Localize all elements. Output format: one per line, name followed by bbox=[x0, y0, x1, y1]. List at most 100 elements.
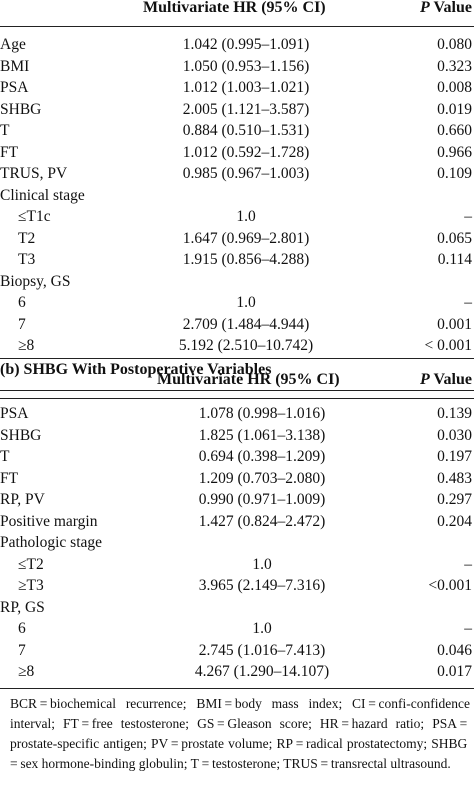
row-p-value: 0.008 bbox=[437, 79, 472, 96]
table-b-p-header: P Value bbox=[420, 371, 472, 389]
table-b-p-header-italic: P bbox=[419, 371, 430, 388]
row-hr-value: 1.825 (1.061–3.138) bbox=[198, 426, 326, 444]
row-label: Pathologic stage bbox=[0, 534, 103, 551]
row-p-value: 0.139 bbox=[437, 405, 472, 422]
row-label: T3 bbox=[18, 251, 36, 268]
row-label: Age bbox=[0, 36, 26, 53]
row-label: 7 bbox=[18, 641, 26, 659]
row-hr-value: 5.192 (2.510–10.742) bbox=[178, 337, 314, 354]
row-label: ≥8 bbox=[18, 337, 35, 354]
row-p-value: 0.197 bbox=[437, 448, 472, 465]
table-row: T 0.884 (0.510–1.531) 0.660 bbox=[0, 122, 474, 142]
row-p-value: 0.323 bbox=[437, 57, 472, 75]
row-p-value: < 0.001 bbox=[424, 337, 473, 354]
table-a-p-header-rest: Value bbox=[429, 0, 472, 16]
table-b-title: (b) SHBG With Postoperative Variables bbox=[0, 361, 272, 378]
row-p-value: 0.046 bbox=[437, 641, 472, 659]
table-row: ≥T3 3.965 (2.149–7.316) <0.001 bbox=[0, 577, 474, 597]
row-label: FT bbox=[0, 469, 19, 487]
table-b-hr-header-visible: Multivariate HR (95% CI) bbox=[157, 371, 340, 389]
row-p-value: 0.966 bbox=[437, 143, 472, 161]
row-p-value: – bbox=[464, 208, 472, 225]
table-b-header-rule bbox=[0, 398, 474, 399]
table-row: ≥8 4.267 (1.290–14.107) 0.017 bbox=[0, 663, 474, 683]
row-label: PSA bbox=[0, 405, 29, 422]
table-row: PSA 1.012 (1.003–1.021) 0.008 bbox=[0, 79, 474, 99]
row-label: T bbox=[0, 448, 10, 465]
row-hr-value: 2.709 (1.484–4.944) bbox=[182, 315, 310, 333]
table-a-hr-header-text: Multivariate HR (95% CI) bbox=[143, 0, 326, 16]
row-hr-value: 1.209 (0.703–2.080) bbox=[198, 469, 326, 487]
row-hr-value: 1.078 (0.998–1.016) bbox=[198, 405, 326, 422]
row-p-value: 0.114 bbox=[437, 251, 472, 268]
table-row: Clinical stage bbox=[0, 187, 474, 207]
row-p-value: 0.001 bbox=[437, 315, 472, 333]
table-row: SHBG 1.825 (1.061–3.138) 0.030 bbox=[0, 427, 474, 447]
row-p-value: 0.483 bbox=[437, 469, 472, 487]
table-row: Positive margin 1.427 (0.824–2.472) 0.204 bbox=[0, 513, 474, 533]
table-row: 6 1.0 – bbox=[0, 620, 474, 640]
row-hr-value: 1.012 (0.592–1.728) bbox=[182, 143, 310, 161]
table-row: Pathologic stage bbox=[0, 534, 474, 554]
table-row: T2 1.647 (0.969–2.801) 0.065 bbox=[0, 230, 474, 250]
row-label: 6 bbox=[18, 294, 26, 311]
footnote: BCR = biochemical recurrence; BMI = body… bbox=[10, 696, 470, 771]
row-label: ≥T3 bbox=[18, 577, 44, 594]
row-hr-value: 1.915 (0.856–4.288) bbox=[182, 251, 310, 268]
table-a-p-header-italic: P bbox=[419, 0, 430, 16]
table-row: Age 1.042 (0.995–1.091) 0.080 bbox=[0, 36, 474, 56]
row-label: TRUS, PV bbox=[0, 165, 68, 182]
table-row: FT 1.209 (0.703–2.080) 0.483 bbox=[0, 470, 474, 490]
table-row: RP, GS bbox=[0, 599, 474, 619]
row-hr-value: 0.985 (0.967–1.003) bbox=[182, 165, 310, 182]
table-b-bottom-rule bbox=[0, 688, 474, 689]
table-a-header-rule bbox=[0, 26, 474, 27]
row-p-value: – bbox=[464, 555, 472, 573]
table-row: T 0.694 (0.398–1.209) 0.197 bbox=[0, 448, 474, 468]
table-a-p-header: P Value bbox=[420, 0, 472, 17]
row-label: FT bbox=[0, 143, 19, 161]
row-hr-value: 0.884 (0.510–1.531) bbox=[182, 122, 310, 139]
table-row: TRUS, PV 0.985 (0.967–1.003) 0.109 bbox=[0, 165, 474, 185]
table-row: ≥8 5.192 (2.510–10.742) < 0.001 bbox=[0, 337, 474, 357]
row-p-value: 0.204 bbox=[437, 512, 472, 530]
row-label: PSA bbox=[0, 79, 29, 96]
table-a-bottom-rule bbox=[0, 358, 474, 359]
row-hr-value: 1.050 (0.953–1.156) bbox=[182, 57, 310, 75]
row-p-value: 0.109 bbox=[437, 165, 472, 182]
table-b-hr-header-text: Multivariate HR (95% CI) bbox=[157, 371, 340, 388]
table-row: Biopsy, GS bbox=[0, 273, 474, 293]
row-p-value: 0.030 bbox=[437, 426, 472, 444]
row-hr-value: 1.647 (0.969–2.801) bbox=[182, 229, 310, 247]
row-label: Positive margin bbox=[0, 512, 98, 530]
table-row: RP, PV 0.990 (0.971–1.009) 0.297 bbox=[0, 491, 474, 511]
row-label: ≥8 bbox=[18, 663, 35, 680]
row-hr-value: 2.005 (1.121–3.587) bbox=[182, 100, 310, 118]
row-label: BMI bbox=[0, 57, 30, 75]
row-label: RP, GS bbox=[0, 598, 45, 616]
table-row: T3 1.915 (0.856–4.288) 0.114 bbox=[0, 251, 474, 271]
table-row: SHBG 2.005 (1.121–3.587) 0.019 bbox=[0, 101, 474, 121]
row-p-value: – bbox=[464, 620, 472, 637]
row-hr-value: 1.427 (0.824–2.472) bbox=[198, 512, 326, 530]
row-label: Biopsy, GS bbox=[0, 272, 71, 290]
row-p-value: 0.080 bbox=[437, 36, 472, 53]
table-b-p-header-rest: Value bbox=[429, 371, 472, 388]
table-row: 6 1.0 – bbox=[0, 294, 474, 314]
table-row: FT 1.012 (0.592–1.728) 0.966 bbox=[0, 144, 474, 164]
row-hr-value: 2.745 (1.016–7.413) bbox=[198, 641, 326, 659]
row-p-value: 0.065 bbox=[437, 229, 472, 247]
row-hr-value: 0.694 (0.398–1.209) bbox=[198, 448, 326, 465]
row-label: SHBG bbox=[0, 426, 42, 444]
row-label: 6 bbox=[18, 620, 26, 637]
row-p-value: <0.001 bbox=[428, 577, 472, 594]
row-p-value: 0.017 bbox=[437, 663, 472, 680]
row-label: RP, PV bbox=[0, 491, 45, 508]
row-hr-value: 1.0 bbox=[252, 555, 272, 573]
table-row: 7 2.745 (1.016–7.413) 0.046 bbox=[0, 642, 474, 662]
row-label: ≤T2 bbox=[18, 555, 44, 573]
row-label: SHBG bbox=[0, 100, 42, 118]
row-label: ≤T1c bbox=[18, 208, 51, 225]
table-row: ≤T1c 1.0 – bbox=[0, 208, 474, 228]
